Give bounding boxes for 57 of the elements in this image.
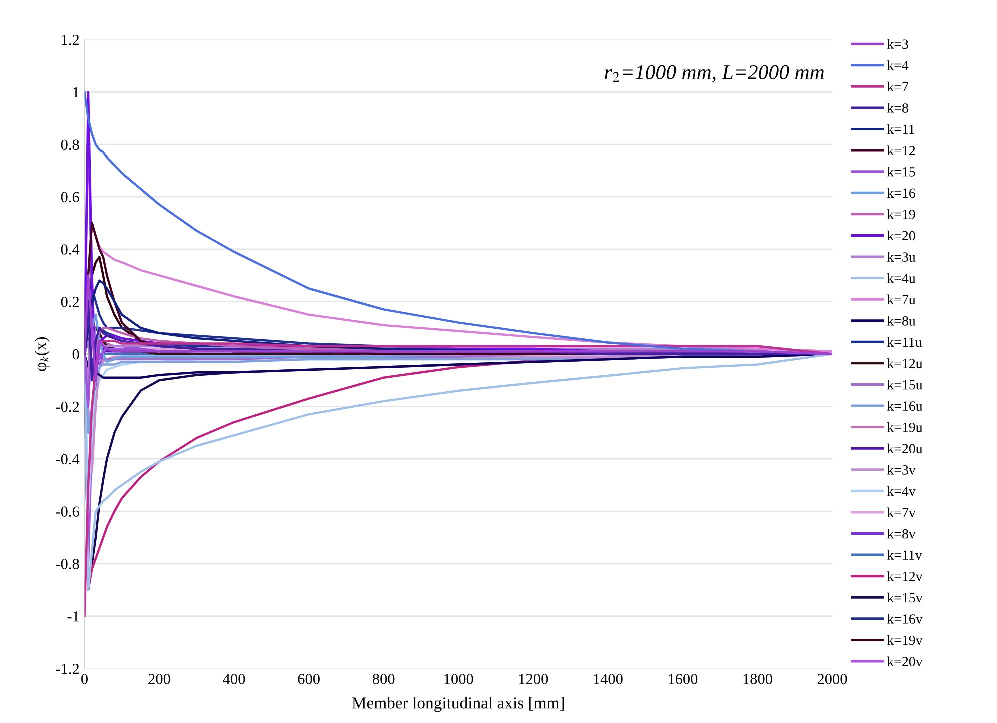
y-tick-label: 0.6 (61, 192, 80, 203)
legend-label: k=11u (887, 337, 922, 348)
legend-label: k=3 (887, 39, 908, 50)
legend-label: k=12v (887, 572, 923, 582)
legend-label: k=16v (887, 614, 923, 624)
x-tick-label: 2000 (818, 674, 848, 684)
legend-label: k=4u (887, 273, 916, 284)
legend-label: k=19v (887, 635, 923, 646)
legend-label: k=8u (887, 316, 916, 326)
legend-label: k=8 (887, 103, 908, 113)
y-tick-label: -0.2 (56, 402, 80, 412)
y-tick-label: -0.6 (56, 506, 80, 518)
legend-label: k=3v (887, 465, 916, 475)
x-tick-label: 1000 (444, 674, 474, 684)
legend-label: k=7 (887, 82, 909, 92)
y-tick-label: 0.4 (61, 244, 80, 255)
legend-label: k=11v (887, 550, 922, 560)
x-tick-label: 600 (298, 674, 320, 684)
legend-label: k=16 (887, 188, 916, 198)
legend-label: k=19u (887, 422, 923, 432)
y-tick-label: -0.4 (56, 454, 80, 465)
y-tick-label: 1 (74, 87, 79, 98)
y-axis-title: φ$_{k}$(x) (34, 337, 50, 372)
x-axis-title: Member longitudinal axis [mm] (352, 697, 564, 712)
legend-label: k=12u (887, 358, 923, 368)
x-tick-label: 0 (82, 674, 88, 684)
y-tick-label: 1.2 (62, 34, 80, 46)
legend-label: k=20u (887, 444, 923, 454)
y-tick-label: 0.8 (61, 140, 80, 150)
x-tick-label: 1200 (519, 674, 548, 684)
y-tick-label: -1.2 (56, 664, 80, 674)
legend-label: k=19 (887, 210, 916, 220)
x-tick-label: 200 (148, 674, 170, 684)
x-tick-label: 400 (223, 674, 246, 684)
legend-label: k=15v (887, 592, 923, 603)
x-tick-label: 1800 (744, 674, 772, 684)
y-tick-label: -1 (68, 612, 79, 622)
y-tick-label: 0 (72, 349, 80, 360)
legend-label: k=7u (887, 294, 916, 305)
legend-label: k=7v (887, 508, 916, 518)
annotation: r$_{2}$=1000 mm, L=2000 mm (605, 65, 824, 82)
legend-label: k=20v (887, 656, 923, 667)
legend-label: k=11 (887, 124, 915, 134)
legend-label: k=4 (887, 60, 909, 70)
x-tick-label: 800 (372, 674, 395, 684)
legend-label: k=12 (887, 146, 916, 156)
legend-label: k=15u (887, 380, 923, 390)
legend-label: k=8v (887, 528, 916, 539)
y-tick-label: -0.8 (56, 559, 80, 570)
y-tick-label: 0.2 (61, 296, 80, 308)
legend-label: k=4v (887, 486, 916, 496)
x-tick-label: 1400 (594, 674, 623, 684)
legend-label: k=15 (887, 167, 916, 177)
x-tick-label: 1600 (669, 674, 698, 684)
legend-label: k=20 (887, 230, 916, 241)
legend-label: k=3u (887, 252, 916, 262)
legend-label: k=16u (887, 401, 923, 412)
